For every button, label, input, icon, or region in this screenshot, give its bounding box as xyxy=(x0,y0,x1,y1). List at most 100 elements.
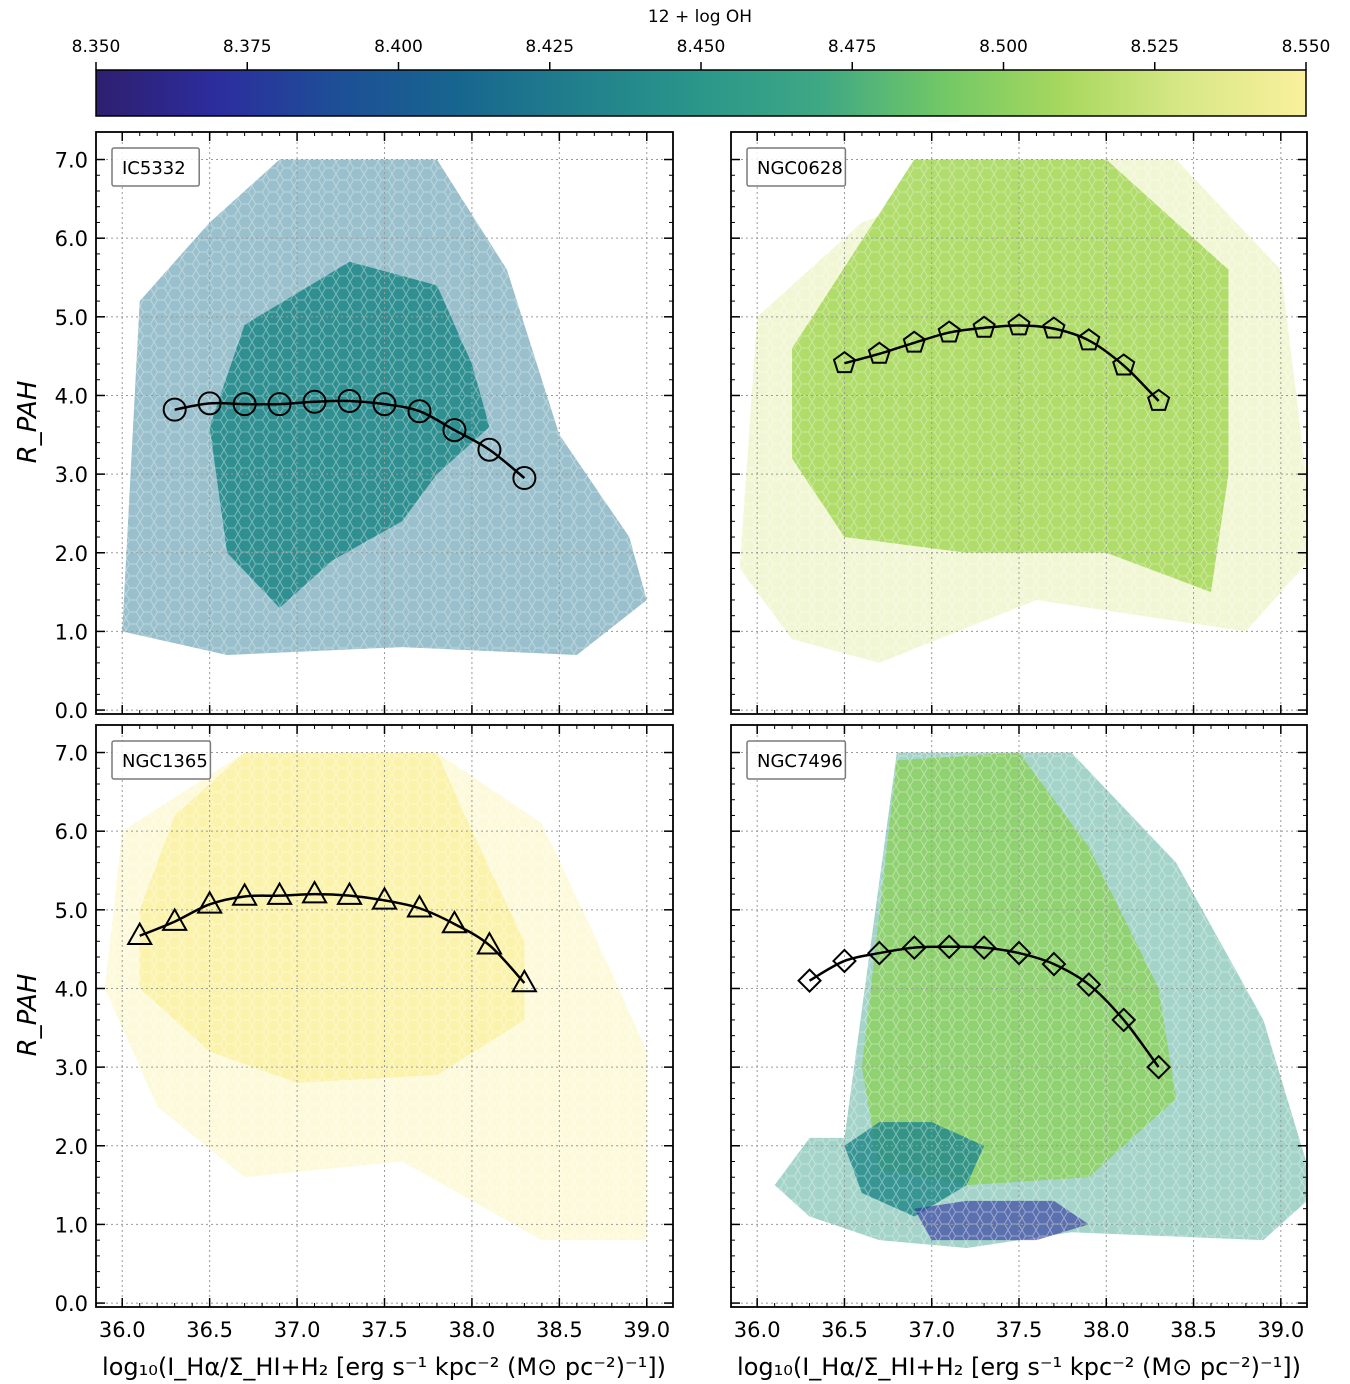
data-point xyxy=(126,921,153,946)
x-tick-label: 37.0 xyxy=(274,1318,321,1342)
panels: 0.0 1.0 2.0 3.0 4.0 5.0 6.0 7.0 IC5332 NGC0628 36.… xyxy=(55,131,1308,1342)
data-point xyxy=(302,389,327,414)
x-tick-label: 37.5 xyxy=(361,1318,408,1342)
data-point xyxy=(371,886,398,910)
colorbar-tick-label: 8.450 xyxy=(677,37,726,57)
data-point xyxy=(511,968,538,993)
y-axis-labels: R_PAH R_PAH xyxy=(13,381,43,1057)
y-tick-label: 0.0 xyxy=(55,699,88,723)
data-point xyxy=(476,931,503,955)
panel-title-box: NGC7496 xyxy=(746,740,847,780)
y-tick-label: 6.0 xyxy=(55,227,88,251)
data-point xyxy=(161,907,188,931)
data-point xyxy=(1112,353,1136,376)
y-axis-label-bottom: R_PAH xyxy=(13,974,43,1057)
colorbar-tick-label: 8.350 xyxy=(72,37,121,57)
data-point xyxy=(197,391,222,416)
data-point xyxy=(866,940,892,966)
data-point xyxy=(441,909,468,934)
y-tick-label: 5.0 xyxy=(55,899,88,923)
x-axis-label-left: log₁₀(I_Hα/Σ_HI+H₂ [erg s⁻¹ kpc⁻² (M⊙ pc… xyxy=(102,1353,666,1381)
x-tick-label: 37.0 xyxy=(908,1318,955,1342)
colorbar-tick-label: 8.400 xyxy=(374,37,423,57)
panel-IC5332: 0.0 1.0 2.0 3.0 4.0 5.0 6.0 7.0 IC5332 xyxy=(55,131,674,723)
data-point xyxy=(1146,388,1171,411)
y-tick-label: 3.0 xyxy=(55,1056,88,1080)
colorbar-tick-label: 8.475 xyxy=(828,37,877,57)
y-tick-label: 2.0 xyxy=(55,542,88,566)
data-point xyxy=(867,341,892,364)
hexbin-texture xyxy=(792,159,1229,593)
plot-area xyxy=(731,132,1307,714)
series-line xyxy=(139,892,526,984)
data-point xyxy=(1077,328,1101,351)
colorbar: 12 + log OH 8.350 8.375 8.400 8.425 8.450 8.4… xyxy=(72,7,1331,117)
colorbar-tick-label: 8.550 xyxy=(1282,37,1331,57)
y-tick-label: 7.0 xyxy=(55,149,88,173)
colorbar-gradient xyxy=(95,69,1307,117)
hexbin-texture xyxy=(139,752,525,1083)
panel-title: NGC7496 xyxy=(757,751,843,772)
x-axis-label-right: log₁₀(I_Hα/Σ_HI+H₂ [erg s⁻¹ kpc⁻² (M⊙ pc… xyxy=(737,1353,1301,1381)
data-point xyxy=(267,392,292,417)
data-point xyxy=(1146,1054,1172,1080)
y-tick-label: 7.0 xyxy=(55,742,88,766)
data-point xyxy=(301,879,328,904)
y-tick-label: 2.0 xyxy=(55,1135,88,1159)
data-point xyxy=(232,392,257,417)
panel-title: NGC1365 xyxy=(122,751,208,772)
data-point xyxy=(937,320,961,343)
x-tick-label: 39.0 xyxy=(1257,1318,1304,1342)
x-tick-label: 38.5 xyxy=(1170,1318,1217,1342)
y-tick-label: 5.0 xyxy=(55,306,88,330)
data-point xyxy=(1076,972,1102,997)
data-point xyxy=(196,890,223,914)
y-tick-label: 0.0 xyxy=(55,1292,88,1316)
data-point xyxy=(832,350,857,374)
data-point xyxy=(971,935,997,960)
x-tick-label: 38.0 xyxy=(449,1318,496,1342)
colorbar-tick-label: 8.375 xyxy=(223,37,272,57)
x-tick-label: 39.0 xyxy=(623,1318,670,1342)
x-tick-label: 37.5 xyxy=(996,1318,1043,1342)
x-tick-label: 36.0 xyxy=(734,1318,781,1342)
colorbar-ticks: 8.350 8.375 8.400 8.425 8.450 8.475 8.500 8.525… xyxy=(72,37,1331,70)
colorbar-label: 12 + log OH xyxy=(648,7,752,27)
panel-NGC7496: 36.0 36.5 37.0 37.5 38.0 38.5 39.0 NGC7496 xyxy=(730,724,1308,1342)
data-point xyxy=(162,397,187,422)
x-tick-label: 36.0 xyxy=(99,1318,146,1342)
data-point xyxy=(1042,316,1066,339)
data-point xyxy=(372,392,397,417)
y-tick-label: 6.0 xyxy=(55,820,88,844)
panel-title-box: IC5332 xyxy=(111,147,200,187)
hexbin-texture xyxy=(844,1122,985,1217)
data-point xyxy=(407,399,432,424)
panel-title: NGC0628 xyxy=(757,158,843,179)
data-point xyxy=(337,388,362,413)
data-point xyxy=(797,968,822,994)
y-tick-label: 3.0 xyxy=(55,463,88,487)
panel-NGC1365: 36.0 36.5 37.0 37.5 38.0 38.5 39.0 0.0 1.0 2.0 3.0… xyxy=(55,724,674,1342)
data-point xyxy=(832,948,857,974)
data-point xyxy=(902,330,926,353)
data-point xyxy=(406,894,433,918)
hexbin-texture xyxy=(861,752,1177,1186)
data-point xyxy=(936,934,962,960)
series-line xyxy=(844,324,1160,402)
y-tick-label: 1.0 xyxy=(55,1213,88,1237)
y-tick-label: 1.0 xyxy=(55,620,88,644)
colorbar-tick-label: 8.425 xyxy=(525,37,574,57)
data-point xyxy=(477,437,502,462)
panel-title-box: NGC0628 xyxy=(746,147,847,187)
data-point xyxy=(266,881,293,905)
data-point xyxy=(442,418,467,443)
data-point xyxy=(901,935,927,960)
plot-area xyxy=(96,725,673,1307)
y-tick-label: 4.0 xyxy=(55,384,88,408)
panel-title-box: NGC1365 xyxy=(111,740,212,780)
colorbar-tick-label: 8.525 xyxy=(1130,37,1179,57)
panel-NGC0628: NGC0628 xyxy=(730,131,1308,715)
panel-title: IC5332 xyxy=(122,158,186,179)
data-point xyxy=(1111,1007,1137,1033)
